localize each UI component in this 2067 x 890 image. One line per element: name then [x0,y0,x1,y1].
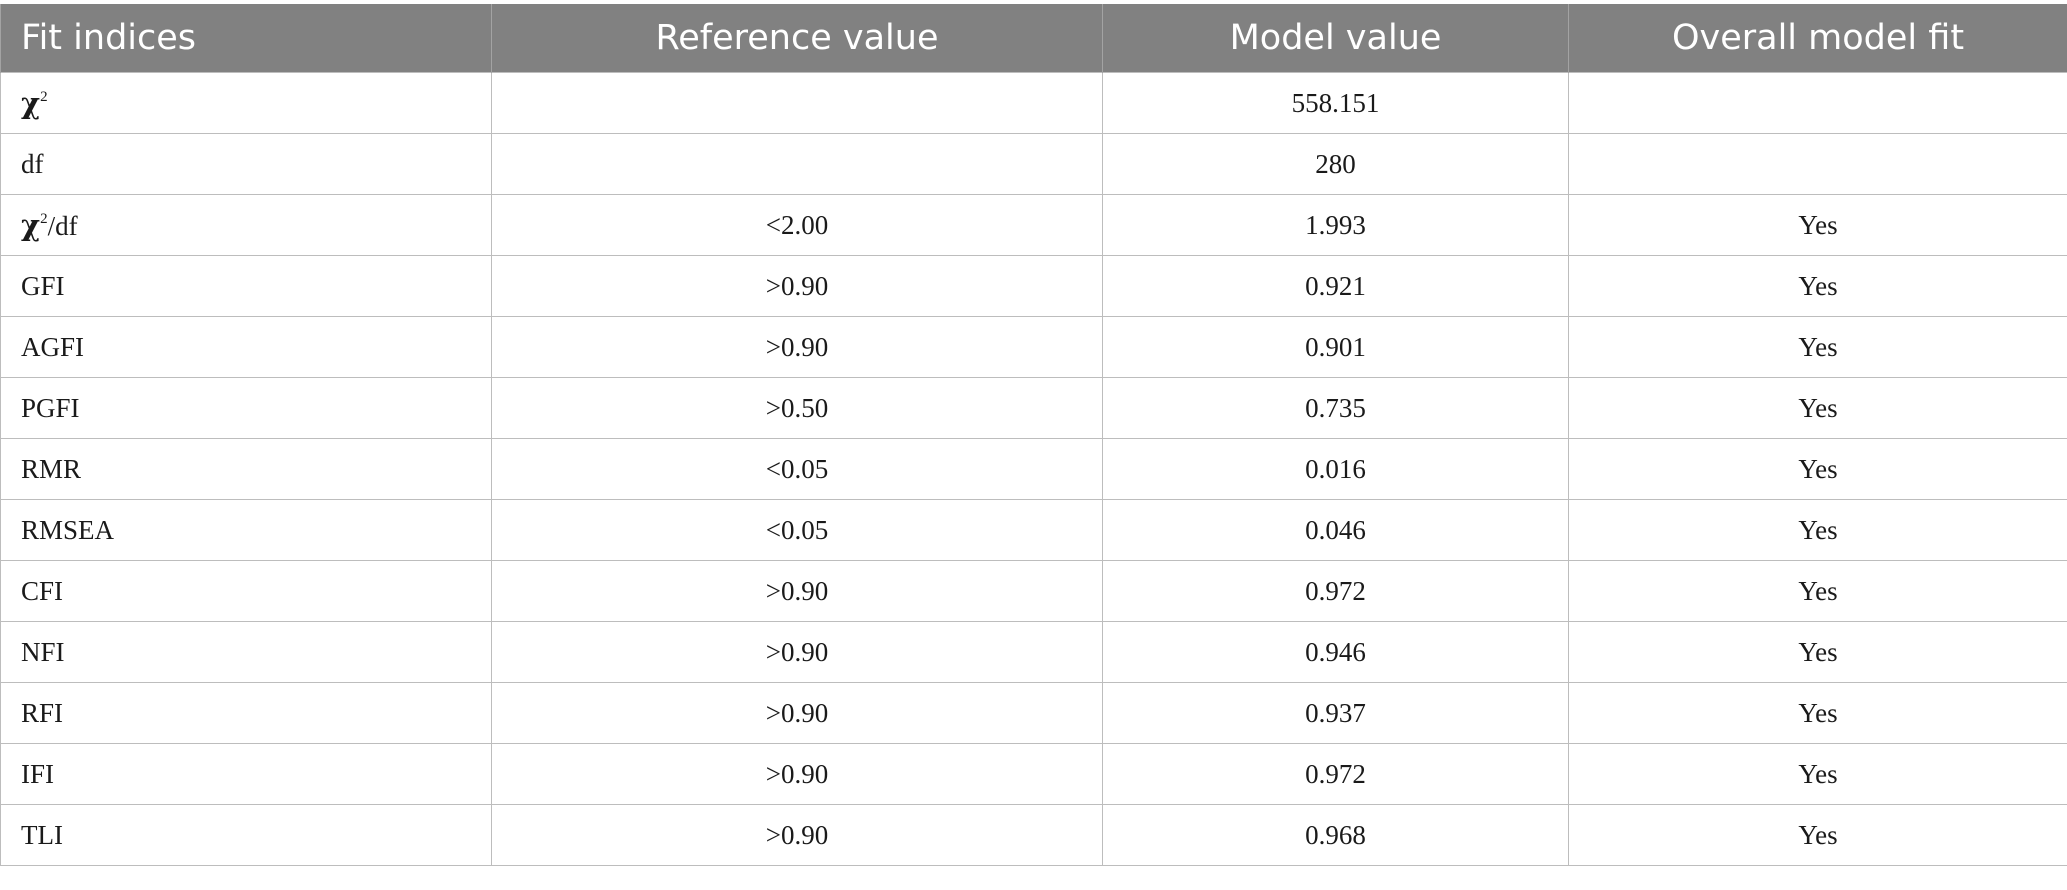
cell-fit-index: AGFI [0,316,492,378]
cell-reference-value: <2.00 [491,194,1103,256]
table-body: χ2 558.151 df 280 χ2/df <2.00 1.993 Yes GFI >0.90… [0,72,2067,866]
fit-index-name: CFI [21,575,64,606]
table-row: RMR <0.05 0.016 Yes [0,438,2067,500]
fit-index-superscript: 2 [40,89,48,105]
cell-overall-model-fit: Yes [1568,316,2067,378]
cell-overall-model-fit [1568,72,2067,134]
cell-reference-value: >0.90 [491,621,1103,683]
fit-index-name: RMSEA [21,514,115,545]
cell-reference-value: >0.90 [491,804,1103,866]
cell-model-value: 0.735 [1102,377,1569,439]
cell-overall-model-fit: Yes [1568,255,2067,317]
cell-fit-index: CFI [0,560,492,622]
cell-reference-value: >0.90 [491,560,1103,622]
cell-model-value: 0.921 [1102,255,1569,317]
fit-index-name: IFI [21,758,54,789]
cell-fit-index: IFI [0,743,492,805]
cell-reference-value: <0.05 [491,438,1103,500]
cell-fit-index: PGFI [0,377,492,439]
table-row: χ2/df <2.00 1.993 Yes [0,194,2067,256]
header-row: Fit indices Reference value Model value … [0,4,2067,73]
cell-model-value: 280 [1102,133,1569,195]
cell-model-value: 0.901 [1102,316,1569,378]
fit-index-name: χ [21,208,41,242]
cell-reference-value: >0.50 [491,377,1103,439]
cell-overall-model-fit [1568,133,2067,195]
cell-reference-value: >0.90 [491,255,1103,317]
cell-fit-index: χ2/df [0,194,492,256]
cell-fit-index: df [0,133,492,195]
cell-reference-value [491,72,1103,134]
cell-model-value: 0.972 [1102,743,1569,805]
table-row: χ2 558.151 [0,72,2067,134]
table-row: NFI >0.90 0.946 Yes [0,621,2067,683]
cell-model-value: 0.946 [1102,621,1569,683]
cell-overall-model-fit: Yes [1568,499,2067,561]
cell-fit-index: TLI [0,804,492,866]
table-row: GFI >0.90 0.921 Yes [0,255,2067,317]
cell-reference-value: >0.90 [491,743,1103,805]
cell-model-value: 0.937 [1102,682,1569,744]
cell-model-value: 0.972 [1102,560,1569,622]
fit-index-name: RMR [21,453,82,484]
cell-model-value: 0.046 [1102,499,1569,561]
table-row: AGFI >0.90 0.901 Yes [0,316,2067,378]
header-overall-model-fit: Overall model fit [1568,4,2067,73]
fit-index-name: χ [21,86,41,120]
fit-index-suffix: /df [47,211,78,241]
table-row: RMSEA <0.05 0.046 Yes [0,499,2067,561]
cell-overall-model-fit: Yes [1568,743,2067,805]
fit-indices-table: Fit indices Reference value Model value … [0,4,2067,866]
cell-overall-model-fit: Yes [1568,377,2067,439]
cell-overall-model-fit: Yes [1568,621,2067,683]
header-reference-value: Reference value [491,4,1103,73]
cell-reference-value: >0.90 [491,682,1103,744]
cell-reference-value: <0.05 [491,499,1103,561]
fit-index-name: RFI [21,697,64,728]
cell-overall-model-fit: Yes [1568,682,2067,744]
table-header: Fit indices Reference value Model value … [0,4,2067,73]
cell-reference-value: >0.90 [491,316,1103,378]
fit-index-name: AGFI [21,331,85,362]
fit-index-name: df [21,148,44,179]
cell-reference-value [491,133,1103,195]
table-row: IFI >0.90 0.972 Yes [0,743,2067,805]
cell-model-value: 1.993 [1102,194,1569,256]
fit-index-name: PGFI [21,392,80,423]
fit-index-name: GFI [21,270,65,301]
cell-fit-index: NFI [0,621,492,683]
cell-fit-index: RFI [0,682,492,744]
cell-fit-index: GFI [0,255,492,317]
table-row: CFI >0.90 0.972 Yes [0,560,2067,622]
fit-index-superscript: 2 [40,211,48,227]
table-row: PGFI >0.50 0.735 Yes [0,377,2067,439]
cell-model-value: 0.968 [1102,804,1569,866]
fit-index-name: NFI [21,636,65,667]
cell-overall-model-fit: Yes [1568,804,2067,866]
table-row: TLI >0.90 0.968 Yes [0,804,2067,866]
cell-model-value: 558.151 [1102,72,1569,134]
fit-index-name: TLI [21,819,63,850]
header-fit-indices: Fit indices [0,4,492,73]
cell-overall-model-fit: Yes [1568,438,2067,500]
header-model-value: Model value [1102,4,1569,73]
table-row: RFI >0.90 0.937 Yes [0,682,2067,744]
table-row: df 280 [0,133,2067,195]
cell-fit-index: χ2 [0,72,492,134]
cell-fit-index: RMR [0,438,492,500]
cell-model-value: 0.016 [1102,438,1569,500]
cell-fit-index: RMSEA [0,499,492,561]
cell-overall-model-fit: Yes [1568,560,2067,622]
cell-overall-model-fit: Yes [1568,194,2067,256]
